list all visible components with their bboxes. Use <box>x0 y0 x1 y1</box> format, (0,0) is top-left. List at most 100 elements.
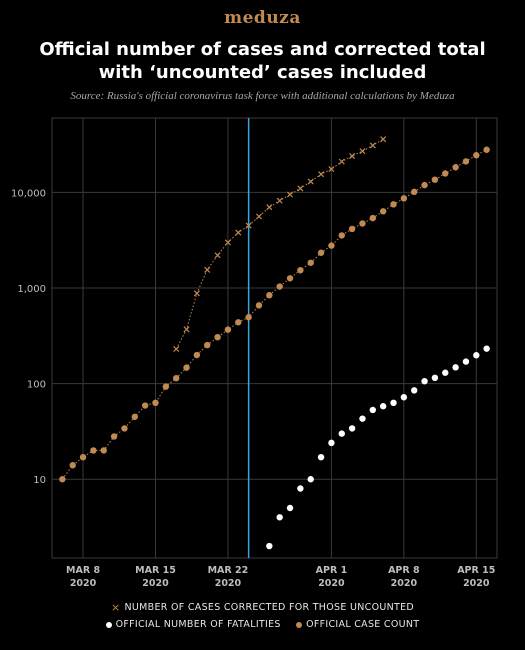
meduza-logo: meduza <box>224 8 301 28</box>
series-0-point-15 <box>214 333 221 341</box>
series-2-point-18 <box>452 364 459 371</box>
series-2-point-15 <box>421 377 428 385</box>
series-line-1 <box>175 138 384 350</box>
plot-frame <box>51 117 498 559</box>
series-2-point-20 <box>473 352 480 359</box>
series-0-point-17 <box>235 319 242 326</box>
series-1-point-15 <box>328 166 335 173</box>
series-2-point-16 <box>431 374 439 382</box>
legend-label-official: OFFICIAL CASE COUNT <box>306 619 420 630</box>
series-1-point-6 <box>235 229 242 236</box>
series-0-point-40 <box>473 152 480 159</box>
y-tick-label-3: 10,000 <box>11 188 46 199</box>
series-0-point-39 <box>462 158 470 165</box>
series-0-point-5 <box>110 433 118 440</box>
x-marker-icon: × <box>110 601 121 614</box>
series-1-point-18 <box>359 148 366 155</box>
x-tick-label-4: APR 8 <box>388 565 420 576</box>
legend-item-fatalities: OFFICIAL NUMBER OF FATALITIES <box>105 619 281 630</box>
x-tick-year-0: 2020 <box>70 578 97 589</box>
x-tick-year-5: 2020 <box>463 578 490 589</box>
series-2-point-3 <box>297 485 304 492</box>
series-1-point-9 <box>266 204 273 211</box>
series-0-point-30 <box>369 214 377 222</box>
legend-row-2: OFFICIAL NUMBER OF FATALITIES OFFICIAL C… <box>0 619 525 630</box>
series-0-point-12 <box>183 364 190 371</box>
series-2-point-21 <box>483 345 490 352</box>
series-2-point-12 <box>390 399 397 407</box>
x-tick-year-2: 2020 <box>215 578 242 589</box>
y-tick-label-0: 10 <box>33 475 46 486</box>
series-0-point-22 <box>286 275 294 282</box>
series-0-point-38 <box>452 164 459 171</box>
series-2-point-19 <box>462 358 470 365</box>
series-1-point-0 <box>173 346 180 353</box>
series-0-point-32 <box>390 201 397 208</box>
series-0-point-29 <box>359 220 366 227</box>
series-2-point-13 <box>400 394 408 401</box>
series-0-point-37 <box>442 170 449 177</box>
series-0-point-9 <box>152 399 159 407</box>
legend-label-corrected: NUMBER OF CASES CORRECTED FOR THOSE UNCO… <box>124 602 415 613</box>
series-1-point-1 <box>183 326 190 333</box>
x-tick-label-5: APR 15 <box>457 565 495 576</box>
series-0-point-10 <box>162 383 170 390</box>
series-0-point-0 <box>59 476 66 483</box>
series-0-point-18 <box>245 314 252 321</box>
x-tick-label-2: MAR 22 <box>208 565 249 576</box>
series-1-point-16 <box>338 158 345 165</box>
white-dot-icon <box>105 621 112 628</box>
series-1-point-2 <box>193 290 200 297</box>
series-2-point-2 <box>286 504 294 512</box>
series-0-point-21 <box>276 283 283 290</box>
series-0-point-2 <box>79 453 87 461</box>
x-tick-label-3: APR 1 <box>316 565 348 576</box>
series-0-point-35 <box>421 181 428 189</box>
x-tick-label-1: MAR 15 <box>135 565 176 576</box>
series-0-point-4 <box>100 447 107 454</box>
series-0-point-24 <box>307 259 314 266</box>
legend-item-corrected: × NUMBER OF CASES CORRECTED FOR THOSE UNC… <box>111 601 414 614</box>
series-2-point-8 <box>348 425 356 432</box>
series-0 <box>59 146 490 483</box>
series-2-point-6 <box>328 439 335 447</box>
series-2-point-7 <box>338 430 345 437</box>
series-2-point-11 <box>379 403 387 410</box>
series-1-point-4 <box>214 252 221 259</box>
series-0-point-27 <box>338 232 345 239</box>
series-1-point-3 <box>204 266 211 273</box>
series-1-point-14 <box>318 171 325 178</box>
series-0-point-13 <box>193 351 201 359</box>
series-1-point-12 <box>297 185 304 192</box>
grid-layer <box>51 117 498 559</box>
series-1-point-7 <box>245 222 252 229</box>
series-2 <box>266 345 490 550</box>
series-2-point-14 <box>411 387 418 394</box>
series-0-point-7 <box>131 413 138 420</box>
series-2-point-10 <box>369 406 377 414</box>
chart-source: Source: Russia's official coronavirus ta… <box>70 90 455 102</box>
series-0-point-31 <box>379 208 387 215</box>
series-2-point-17 <box>442 369 449 376</box>
x-tick-year-4: 2020 <box>391 578 418 589</box>
series-0-point-23 <box>297 267 304 274</box>
series-0-point-25 <box>317 249 325 256</box>
series-1-point-11 <box>286 191 294 198</box>
series-2-point-5 <box>317 453 325 461</box>
series-0-point-11 <box>172 374 180 382</box>
series-0-point-26 <box>328 242 335 249</box>
axis-label-layer: 10 100 1,000 10,000 MAR 8 2020 MAR 15 2020 MAR 2… <box>11 188 495 589</box>
legend-item-official: OFFICIAL CASE COUNT <box>296 619 419 630</box>
series-2-point-0 <box>266 542 273 550</box>
series-layer <box>59 136 490 550</box>
series-2-point-1 <box>276 514 283 521</box>
series-0-point-3 <box>90 447 97 454</box>
series-0-point-1 <box>69 462 76 469</box>
series-1 <box>173 136 387 353</box>
series-0-point-19 <box>255 302 263 309</box>
x-tick-year-3: 2020 <box>318 578 345 589</box>
y-tick-label-1: 100 <box>27 380 46 391</box>
legend-row-1: × NUMBER OF CASES CORRECTED FOR THOSE UNC… <box>0 601 525 614</box>
series-0-point-6 <box>121 425 128 432</box>
